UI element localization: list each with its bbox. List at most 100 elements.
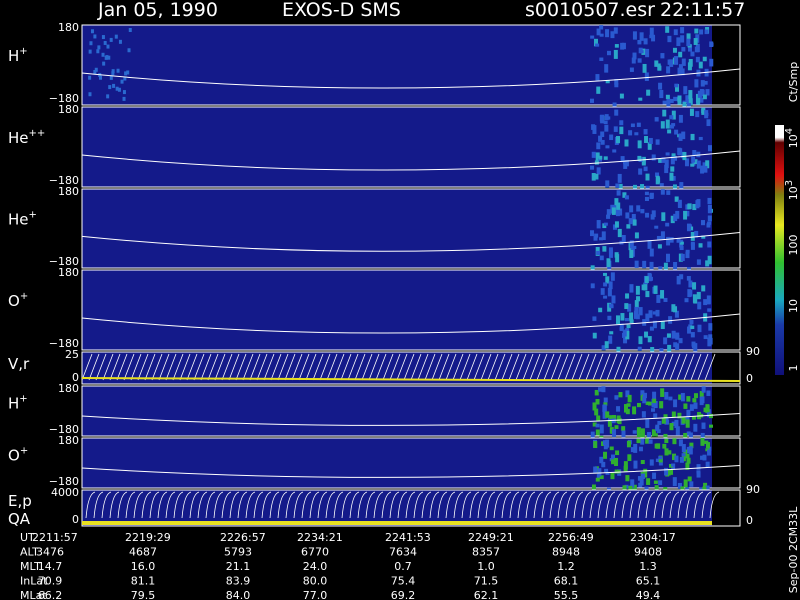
pixel [666, 190, 671, 195]
pixel [638, 97, 643, 101]
pixel [629, 67, 634, 72]
trace [629, 491, 640, 519]
pixel [626, 324, 631, 329]
pixel [658, 158, 663, 163]
pixel [600, 288, 605, 295]
pixel [631, 57, 636, 64]
footer-value: 0.7 [394, 560, 412, 573]
trace [485, 491, 496, 519]
hatch [221, 353, 233, 381]
pixel [645, 173, 650, 181]
trace [277, 491, 288, 519]
pixel [664, 159, 669, 169]
trace [533, 491, 544, 519]
pixel [654, 225, 659, 229]
pixel [663, 262, 668, 272]
tick-label: 0 [746, 372, 753, 385]
panel-frame [81, 106, 741, 188]
trace [189, 491, 200, 519]
pixel [642, 392, 647, 399]
pixel [592, 125, 597, 134]
footer-value: 5793 [224, 546, 252, 559]
pixel [611, 459, 616, 465]
pixel [604, 341, 609, 349]
pixel [691, 416, 696, 420]
panel-frame [81, 437, 741, 489]
pixel [604, 124, 609, 132]
pixel [686, 446, 691, 454]
pixel [707, 215, 712, 222]
pixel [604, 64, 609, 73]
pixel [101, 35, 105, 40]
pixel [709, 41, 714, 48]
pixel [683, 210, 688, 220]
trace [81, 465, 741, 478]
pixel [688, 289, 693, 297]
pixel [673, 262, 678, 271]
pixel [693, 343, 698, 352]
pixel [671, 421, 676, 426]
pixel [635, 285, 640, 295]
panel-bg [82, 270, 712, 350]
hatch [550, 353, 562, 381]
cb-base: 10 [787, 299, 800, 313]
pixel [640, 209, 645, 214]
trace [157, 491, 168, 519]
trace [421, 491, 432, 519]
footer-value: 80.0 [303, 575, 328, 588]
pixel [651, 398, 656, 408]
pixel [616, 190, 621, 196]
trace [413, 491, 424, 519]
hatch [487, 353, 499, 381]
footer-value: 8357 [472, 546, 500, 559]
trace [429, 491, 440, 519]
pixel [599, 57, 604, 62]
hatch [249, 353, 261, 381]
trace [309, 491, 320, 519]
pixel [614, 44, 619, 48]
pixel [685, 462, 690, 470]
qa-bar [82, 521, 712, 525]
pixel [692, 294, 697, 303]
trace [81, 377, 741, 382]
hatch [515, 353, 527, 381]
footer-value: 7634 [389, 546, 417, 559]
file: s0010507.esr [525, 0, 655, 21]
trace [397, 491, 408, 519]
pixel [647, 336, 652, 343]
hatch [480, 353, 492, 381]
pixel [649, 459, 654, 466]
hatch [424, 353, 436, 381]
pixel [605, 471, 610, 475]
hatch [522, 353, 534, 381]
pixel [640, 459, 645, 465]
pixel [664, 448, 669, 456]
pixel [655, 172, 660, 177]
pixel [640, 428, 645, 438]
pixel [629, 249, 634, 258]
hatch [571, 353, 583, 381]
pixel [640, 390, 645, 396]
hatch [158, 353, 170, 381]
pixel [600, 114, 605, 124]
panel-frame [81, 24, 741, 106]
hatch [508, 353, 520, 381]
pixel [706, 409, 711, 418]
pixel [656, 235, 661, 240]
pixel [592, 402, 597, 411]
pixel [705, 160, 710, 169]
pixel [594, 173, 599, 180]
pixel [682, 101, 687, 109]
pixel [595, 429, 600, 436]
pixel [603, 402, 608, 406]
pixel [649, 248, 654, 257]
pixel [645, 212, 650, 218]
hatch [368, 353, 380, 381]
pixel [693, 159, 698, 165]
hatch [536, 353, 548, 381]
pixel [666, 468, 671, 476]
panel-frame [81, 385, 741, 437]
pixel [637, 155, 642, 162]
pixel [632, 484, 637, 492]
